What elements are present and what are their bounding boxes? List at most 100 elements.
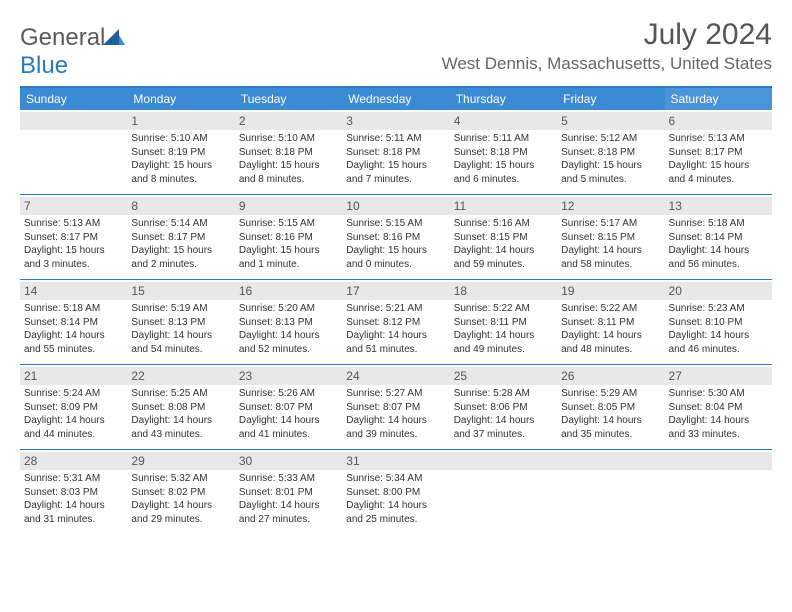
sunset-text: Sunset: 8:09 PM	[24, 401, 123, 415]
sunset-text: Sunset: 8:07 PM	[239, 401, 338, 415]
day-info: Sunrise: 5:21 AMSunset: 8:12 PMDaylight:…	[346, 302, 445, 356]
day-info: Sunrise: 5:17 AMSunset: 8:15 PMDaylight:…	[561, 217, 660, 271]
sunrise-text: Sunrise: 5:14 AM	[131, 217, 230, 231]
sunset-text: Sunset: 8:03 PM	[24, 486, 123, 500]
week-row: 1Sunrise: 5:10 AMSunset: 8:19 PMDaylight…	[20, 110, 772, 194]
day-info: Sunrise: 5:27 AMSunset: 8:07 PMDaylight:…	[346, 387, 445, 441]
day-cell: 10Sunrise: 5:15 AMSunset: 8:16 PMDayligh…	[342, 195, 449, 279]
sunset-text: Sunset: 8:18 PM	[346, 146, 445, 160]
sunrise-text: Sunrise: 5:18 AM	[669, 217, 768, 231]
day-number: 17	[342, 282, 449, 300]
day-number: 30	[235, 452, 342, 470]
day-cell: 23 Sunrise: 5:26 AMSunset: 8:07 PMDayligh…	[235, 365, 342, 449]
day-number: 12	[557, 197, 664, 215]
day-number: 22	[127, 367, 234, 385]
dayhead-mon: Monday	[127, 88, 234, 110]
daylight-text: Daylight: 15 hours and 0 minutes.	[346, 244, 445, 271]
daylight-text: Daylight: 14 hours and 54 minutes.	[131, 329, 230, 356]
day-cell: 5 Sunrise: 5:12 AMSunset: 8:18 PMDaylight…	[557, 110, 664, 194]
daylight-text: Daylight: 14 hours and 25 minutes.	[346, 499, 445, 526]
day-info: Sunrise: 5:14 AMSunset: 8:17 PMDaylight:…	[131, 217, 230, 271]
daylight-text: Daylight: 14 hours and 39 minutes.	[346, 414, 445, 441]
sunrise-text: Sunrise: 5:23 AM	[669, 302, 768, 316]
sunrise-text: Sunrise: 5:18 AM	[24, 302, 123, 316]
day-cell: 24 Sunrise: 5:27 AMSunset: 8:07 PMDayligh…	[342, 365, 449, 449]
sunrise-text: Sunrise: 5:34 AM	[346, 472, 445, 486]
daylight-text: Daylight: 14 hours and 55 minutes.	[24, 329, 123, 356]
sunset-text: Sunset: 8:17 PM	[24, 231, 123, 245]
day-cell: 12 Sunrise: 5:17 AMSunset: 8:15 PMDayligh…	[557, 195, 664, 279]
dayhead-sun: Sunday	[20, 88, 127, 110]
sunrise-text: Sunrise: 5:11 AM	[346, 132, 445, 146]
day-number: 23	[235, 367, 342, 385]
day-cell: 4Sunrise: 5:11 AMSunset: 8:18 PMDaylight…	[450, 110, 557, 194]
sail-icon	[103, 24, 125, 52]
day-info: Sunrise: 5:15 AMSunset: 8:16 PMDaylight:…	[346, 217, 445, 271]
day-cell: 31Sunrise: 5:34 AMSunset: 8:00 PMDayligh…	[342, 450, 449, 534]
daylight-text: Daylight: 14 hours and 49 minutes.	[454, 329, 553, 356]
dayhead-tue: Tuesday	[235, 88, 342, 110]
day-number: 24	[342, 367, 449, 385]
day-cell: 9Sunrise: 5:15 AMSunset: 8:16 PMDaylight…	[235, 195, 342, 279]
sunrise-text: Sunrise: 5:12 AM	[561, 132, 660, 146]
day-number: 21	[20, 367, 127, 385]
sunrise-text: Sunrise: 5:13 AM	[24, 217, 123, 231]
day-cell: 14Sunrise: 5:18 AMSunset: 8:14 PMDayligh…	[20, 280, 127, 364]
weeks-container: 1Sunrise: 5:10 AMSunset: 8:19 PMDaylight…	[20, 110, 772, 534]
day-cell: 26Sunrise: 5:29 AMSunset: 8:05 PMDayligh…	[557, 365, 664, 449]
sunrise-text: Sunrise: 5:22 AM	[454, 302, 553, 316]
day-cell: 20Sunrise: 5:23 AMSunset: 8:10 PMDayligh…	[665, 280, 772, 364]
sunset-text: Sunset: 8:15 PM	[561, 231, 660, 245]
day-cell: 22 Sunrise: 5:25 AMSunset: 8:08 PMDayligh…	[127, 365, 234, 449]
sunrise-text: Sunrise: 5:11 AM	[454, 132, 553, 146]
day-cell: 28Sunrise: 5:31 AMSunset: 8:03 PMDayligh…	[20, 450, 127, 534]
day-info: Sunrise: 5:15 AMSunset: 8:16 PMDaylight:…	[239, 217, 338, 271]
sunrise-text: Sunrise: 5:27 AM	[346, 387, 445, 401]
daylight-text: Daylight: 14 hours and 43 minutes.	[131, 414, 230, 441]
day-cell: 15 Sunrise: 5:19 AMSunset: 8:13 PMDayligh…	[127, 280, 234, 364]
sunset-text: Sunset: 8:05 PM	[561, 401, 660, 415]
sunrise-text: Sunrise: 5:13 AM	[669, 132, 768, 146]
sunset-text: Sunset: 8:01 PM	[239, 486, 338, 500]
day-cell: 29Sunrise: 5:32 AMSunset: 8:02 PMDayligh…	[127, 450, 234, 534]
dayhead-thu: Thursday	[450, 88, 557, 110]
daylight-text: Daylight: 15 hours and 7 minutes.	[346, 159, 445, 186]
sunrise-text: Sunrise: 5:25 AM	[131, 387, 230, 401]
day-cell: 18Sunrise: 5:22 AMSunset: 8:11 PMDayligh…	[450, 280, 557, 364]
daylight-text: Daylight: 14 hours and 41 minutes.	[239, 414, 338, 441]
sunrise-text: Sunrise: 5:10 AM	[239, 132, 338, 146]
day-cell: 21Sunrise: 5:24 AMSunset: 8:09 PMDayligh…	[20, 365, 127, 449]
day-number: 18	[450, 282, 557, 300]
day-cell: 27Sunrise: 5:30 AMSunset: 8:04 PMDayligh…	[665, 365, 772, 449]
day-cell: 11Sunrise: 5:16 AMSunset: 8:15 PMDayligh…	[450, 195, 557, 279]
day-info: Sunrise: 5:23 AMSunset: 8:10 PMDaylight:…	[669, 302, 768, 356]
day-number: 2	[235, 112, 342, 130]
sunset-text: Sunset: 8:04 PM	[669, 401, 768, 415]
sunrise-text: Sunrise: 5:29 AM	[561, 387, 660, 401]
daylight-text: Daylight: 14 hours and 51 minutes.	[346, 329, 445, 356]
day-info: Sunrise: 5:25 AMSunset: 8:08 PMDaylight:…	[131, 387, 230, 441]
sunrise-text: Sunrise: 5:28 AM	[454, 387, 553, 401]
sunset-text: Sunset: 8:10 PM	[669, 316, 768, 330]
day-number: 29	[127, 452, 234, 470]
day-number: 15	[127, 282, 234, 300]
title-block: July 2024 West Dennis, Massachusetts, Un…	[442, 18, 772, 74]
sunset-text: Sunset: 8:16 PM	[346, 231, 445, 245]
sunrise-text: Sunrise: 5:26 AM	[239, 387, 338, 401]
brand-logo: GeneralBlue	[20, 24, 125, 80]
daylight-text: Daylight: 14 hours and 35 minutes.	[561, 414, 660, 441]
day-info: Sunrise: 5:10 AMSunset: 8:19 PMDaylight:…	[131, 132, 230, 186]
day-cell: 19Sunrise: 5:22 AMSunset: 8:11 PMDayligh…	[557, 280, 664, 364]
day-number	[20, 112, 127, 130]
day-number: 5	[557, 112, 664, 130]
day-info: Sunrise: 5:18 AMSunset: 8:14 PMDaylight:…	[669, 217, 768, 271]
day-info: Sunrise: 5:11 AMSunset: 8:18 PMDaylight:…	[346, 132, 445, 186]
day-info: Sunrise: 5:12 AMSunset: 8:18 PMDaylight:…	[561, 132, 660, 186]
day-info: Sunrise: 5:19 AMSunset: 8:13 PMDaylight:…	[131, 302, 230, 356]
sunset-text: Sunset: 8:14 PM	[669, 231, 768, 245]
sunrise-text: Sunrise: 5:20 AM	[239, 302, 338, 316]
day-info: Sunrise: 5:29 AMSunset: 8:05 PMDaylight:…	[561, 387, 660, 441]
day-number: 25	[450, 367, 557, 385]
week-row: 7Sunrise: 5:13 AMSunset: 8:17 PMDaylight…	[20, 194, 772, 279]
daylight-text: Daylight: 14 hours and 48 minutes.	[561, 329, 660, 356]
